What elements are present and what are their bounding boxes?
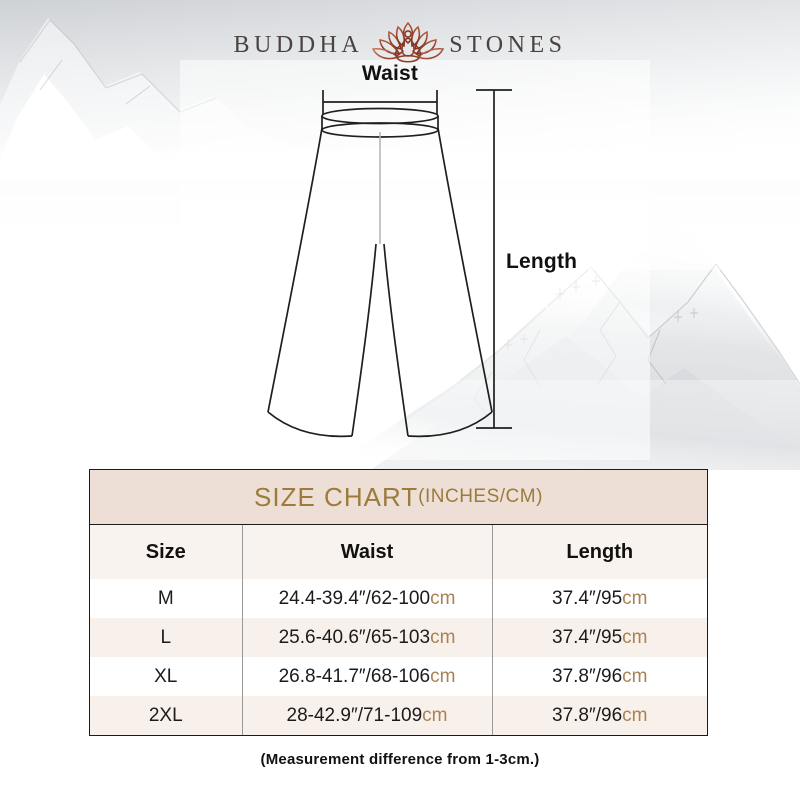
size-chart-title-unit: (INCHES/CM) — [418, 486, 543, 507]
cell-waist: 25.6-40.6″/65-103cm — [242, 618, 493, 657]
waist-unit: cm — [430, 626, 456, 648]
measurements-table: Size Waist Length M 24.4-39.4″/62-100cm … — [90, 525, 707, 735]
table-row: M 24.4-39.4″/62-100cm 37.4″/95cm — [90, 579, 707, 618]
length-unit: cm — [622, 587, 648, 609]
length-dimension-label: Length — [506, 250, 578, 273]
length-unit: cm — [622, 704, 648, 726]
lotus-meditation-icon — [372, 21, 445, 63]
size-chart-title-main: SIZE CHART — [254, 481, 419, 512]
table-row: 2XL 28-42.9″/71-109cm 37.8″/96cm — [90, 696, 707, 735]
waist-value: 25.6-40.6″/65-103 — [278, 626, 431, 648]
waist-unit: cm — [430, 665, 456, 687]
brand-word-left: BUDDHA — [233, 32, 364, 58]
cell-waist: 28-42.9″/71-109cm — [242, 696, 493, 735]
cell-waist: 26.8-41.7″/68-106cm — [242, 657, 493, 696]
table-row: L 25.6-40.6″/65-103cm 37.4″/95cm — [90, 618, 707, 657]
waist-value: 26.8-41.7″/68-106 — [278, 665, 431, 687]
cell-waist: 24.4-39.4″/62-100cm — [242, 579, 493, 618]
length-unit: cm — [622, 626, 648, 648]
cell-length: 37.4″/95cm — [492, 618, 707, 657]
measurement-note: (Measurement difference from 1-3cm.) — [260, 751, 540, 768]
waist-unit: cm — [430, 587, 456, 609]
brand-word-right: STONES — [449, 32, 567, 58]
column-header-waist: Waist — [242, 525, 493, 579]
column-header-size: Size — [90, 525, 243, 579]
waist-unit: cm — [422, 704, 448, 726]
waist-value: 24.4-39.4″/62-100 — [278, 587, 431, 609]
cell-size: XL — [90, 657, 243, 696]
length-unit: cm — [622, 665, 648, 687]
cell-length: 37.8″/96cm — [492, 696, 707, 735]
cell-size: M — [90, 579, 243, 618]
table-header-row: Size Waist Length — [90, 525, 707, 579]
column-header-length: Length — [566, 540, 634, 563]
waist-dimension-label: Waist — [361, 62, 419, 85]
length-value: 37.8″/96 — [552, 665, 623, 687]
size-chart-title: SIZE CHART (INCHES/CM) — [90, 470, 707, 525]
brand-logo: BUDDHA — [0, 18, 800, 72]
cell-length: 37.8″/96cm — [492, 657, 707, 696]
table-row: XL 26.8-41.7″/68-106cm 37.8″/96cm — [90, 657, 707, 696]
cell-size: 2XL — [90, 696, 243, 735]
length-value: 37.4″/95 — [552, 626, 623, 648]
size-chart-table: SIZE CHART (INCHES/CM) Size Waist Length… — [89, 469, 708, 736]
length-value: 37.8″/96 — [552, 704, 623, 726]
cell-size: L — [90, 618, 243, 657]
cell-length: 37.4″/95cm — [492, 579, 707, 618]
length-value: 37.4″/95 — [552, 587, 623, 609]
wide-leg-pants-icon — [267, 89, 512, 438]
waist-value: 28-42.9″/71-109 — [286, 704, 423, 726]
